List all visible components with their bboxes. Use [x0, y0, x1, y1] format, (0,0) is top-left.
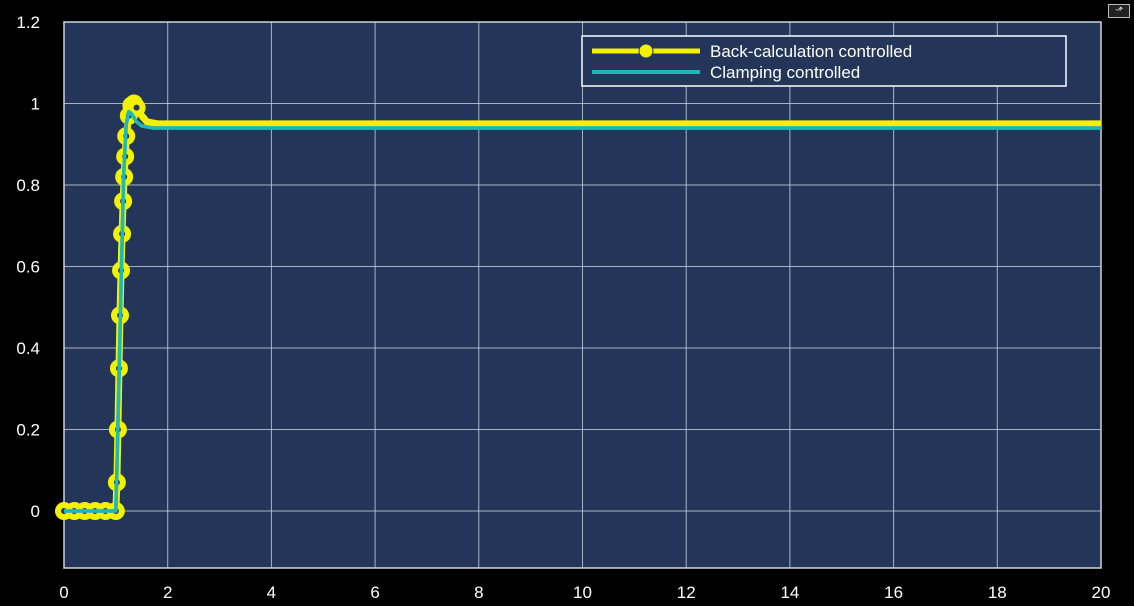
legend-label-back-calculation: Back-calculation controlled [710, 42, 912, 61]
series-line-1-overlay [64, 109, 1101, 513]
y-tick-label: 0.2 [16, 420, 40, 439]
x-tick-label: 4 [267, 583, 276, 602]
y-tick-label: 1.2 [16, 13, 40, 32]
y-tick-label: 0.6 [16, 257, 40, 276]
y-tick-label: 0.8 [16, 176, 40, 195]
x-tick-label: 10 [573, 583, 592, 602]
legend-box [581, 35, 1067, 87]
restore-window-icon[interactable]: ⬏ [1108, 4, 1130, 18]
series-marker-center [133, 104, 140, 111]
x-tick-label: 0 [59, 583, 68, 602]
y-tick-label: 0.4 [16, 339, 40, 358]
x-tick-label: 12 [677, 583, 696, 602]
x-tick-label: 16 [884, 583, 903, 602]
x-tick-label: 8 [474, 583, 483, 602]
x-tick-label: 6 [370, 583, 379, 602]
legend-marker-back-calculation [638, 43, 654, 59]
x-tick-label: 18 [988, 583, 1007, 602]
y-tick-label: 1 [31, 94, 40, 113]
y-tick-label: 0 [31, 502, 40, 521]
x-tick-label: 20 [1092, 583, 1111, 602]
series-layer [55, 94, 1101, 520]
legend-label-clamping: Clamping controlled [710, 63, 860, 82]
x-tick-label: 2 [163, 583, 172, 602]
tick-labels: 0 2 4 6 8 10 12 14 16 18 20 0 0.2 0.4 0.6 0.8 1 1.2 [16, 13, 1110, 602]
legend: Back-calculation controlled Clamping con… [581, 35, 1067, 87]
x-tick-label: 14 [780, 583, 799, 602]
grid-lines [63, 21, 1102, 568]
